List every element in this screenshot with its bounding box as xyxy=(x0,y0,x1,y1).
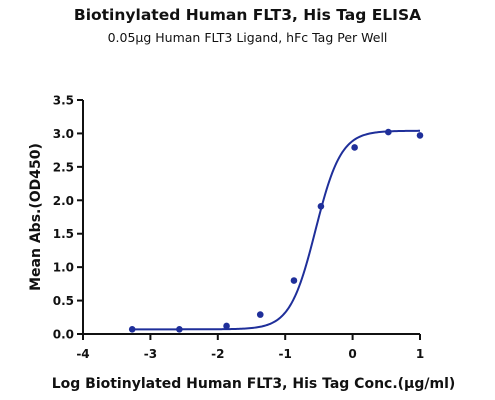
chart-subtitle: 0.05μg Human FLT3 Ligand, hFc Tag Per We… xyxy=(107,30,388,45)
y-tick-label: 1.0 xyxy=(53,261,74,275)
x-tick-label: -1 xyxy=(279,347,292,361)
data-point xyxy=(416,132,424,139)
x-tick-label: -2 xyxy=(211,347,224,361)
data-point xyxy=(256,311,264,318)
y-tick-label: 2.0 xyxy=(53,194,74,208)
y-tick-label: 2.5 xyxy=(53,160,74,174)
x-tick-label: -3 xyxy=(144,347,157,361)
data-point xyxy=(290,277,298,284)
x-tick-label: -4 xyxy=(76,347,89,361)
data-point xyxy=(351,144,358,151)
chart-title: Biotinylated Human FLT3, His Tag ELISA xyxy=(73,6,422,24)
data-point xyxy=(317,203,325,210)
data-points-layer xyxy=(128,128,424,333)
data-point xyxy=(385,128,392,136)
data-point xyxy=(223,322,230,330)
fit-curve-layer xyxy=(132,129,420,331)
y-tick-label: 3.0 xyxy=(53,127,74,141)
chart-axes xyxy=(77,99,421,340)
axis-labels: 0.0 0.5 1.0 1.5 2.0 2.5 3.0 3.5 -4 -3 -2 -1 0 1 Log Bi… xyxy=(28,94,455,393)
y-tick-label: 0.0 xyxy=(53,328,74,342)
x-tick-label: 1 xyxy=(416,347,424,361)
fit-curve xyxy=(132,129,420,331)
x-tick-label: 0 xyxy=(348,347,356,361)
y-tick-label: 1.5 xyxy=(53,227,74,241)
y-tick-label: 0.5 xyxy=(53,294,74,308)
y-tick-label: 3.5 xyxy=(53,94,74,108)
data-point xyxy=(176,326,183,333)
x-axis-title: Log Biotinylated Human FLT3, His Tag Con… xyxy=(52,376,456,392)
y-axis-title: Mean Abs.(OD450) xyxy=(28,143,44,291)
data-point xyxy=(128,326,136,333)
